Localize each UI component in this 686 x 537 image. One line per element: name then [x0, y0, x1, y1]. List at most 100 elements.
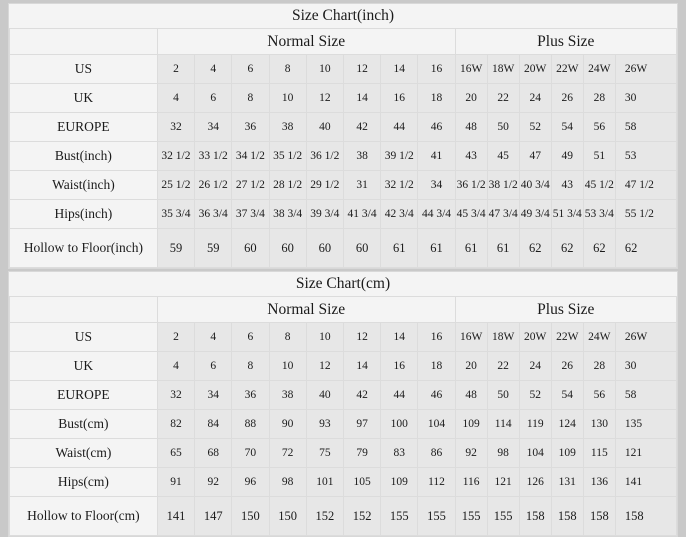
measurement-cell: 22 [486, 351, 520, 381]
measurement-cell: 34 [194, 380, 233, 410]
measurement-cell: 26W [614, 54, 678, 84]
measurement-cell: 96 [231, 467, 270, 497]
measurement-cell: 10 [268, 351, 307, 381]
chart-title: Size Chart(inch) [9, 4, 677, 29]
measurement-cell: 12 [342, 322, 382, 352]
table-row: Hollow to Floor(inch) 59 59 60 60 60 60 61 61 61 6… [9, 228, 678, 268]
measurement-cell: 36 1/2 [454, 170, 488, 200]
measurement-cell: 59 [194, 228, 233, 268]
row-label: Bust(inch) [9, 141, 158, 171]
measurement-cell: 46 [417, 112, 456, 142]
measurement-cell: 2 [156, 54, 196, 84]
measurement-cell: 20 [454, 351, 488, 381]
title-row: Size Chart(cm) [9, 272, 677, 297]
measurement-cell: 4 [194, 54, 233, 84]
row-label: UK [9, 83, 158, 113]
group-header-corner-cell [9, 28, 158, 55]
measurement-cell: 48 [454, 112, 488, 142]
measurement-cell: 30 [614, 351, 678, 381]
measurement-cell: 34 1/2 [231, 141, 270, 171]
measurement-cell: 101 [305, 467, 344, 497]
title-row: Size Chart(inch) [9, 4, 677, 29]
table-row: Hips(cm) 91 92 96 98 101 105 109 112 116 121 126 131… [9, 467, 678, 497]
measurement-cell: 12 [342, 54, 382, 84]
table-row: Bust(inch) 32 1/2 33 1/2 34 1/2 35 1/2 36 1/2… [9, 141, 678, 171]
measurement-cell: 14 [342, 83, 382, 113]
measurement-cell: 42 3/4 [380, 199, 419, 229]
measurement-cell: 84 [194, 409, 233, 439]
table-row: Waist(cm) 65 68 70 72 75 79 83 86 92 98 104 109 115 12… [9, 438, 678, 468]
measurement-cell: 10 [305, 54, 344, 84]
group-header-plus-size: Plus Size [454, 296, 678, 323]
size-chart-inch-block: Size Chart(inch) Normal Size Plus Size US 2… [8, 3, 678, 269]
group-header-row: Normal Size Plus Size [9, 296, 678, 323]
measurement-cell: 42 [342, 112, 382, 142]
row-label: Hips(cm) [9, 467, 158, 497]
row-label: Waist(cm) [9, 438, 158, 468]
measurement-cell: 130 [582, 409, 616, 439]
measurement-cell: 6 [194, 83, 233, 113]
measurement-cell: 38 [268, 112, 307, 142]
measurement-cell: 22W [550, 322, 584, 352]
measurement-cell: 52 [518, 380, 552, 410]
measurement-cell: 49 [550, 141, 584, 171]
measurement-cell: 100 [380, 409, 419, 439]
table-row: Waist(inch) 25 1/2 26 1/2 27 1/2 28 1/2 29 1/… [9, 170, 678, 200]
measurement-cell: 38 [268, 380, 307, 410]
measurement-cell: 44 [380, 380, 419, 410]
row-label: UK [9, 351, 158, 381]
measurement-cell: 92 [454, 438, 488, 468]
measurement-cell: 27 1/2 [231, 170, 270, 200]
measurement-cell: 32 1/2 [380, 170, 419, 200]
measurement-cell: 8 [268, 322, 307, 352]
measurement-cell: 26 [550, 351, 584, 381]
measurement-cell: 38 [342, 141, 382, 171]
measurement-cell: 155 [417, 496, 456, 536]
measurement-cell: 62 [518, 228, 552, 268]
measurement-cell: 24 [518, 351, 552, 381]
measurement-cell: 36 3/4 [194, 199, 233, 229]
size-table-cm: Size Chart(cm) Normal Size Plus Size US 2 4 6… [9, 272, 678, 536]
measurement-cell: 14 [342, 351, 382, 381]
measurement-cell: 12 [305, 351, 344, 381]
measurement-cell: 36 [231, 380, 270, 410]
measurement-cell: 32 1/2 [156, 141, 196, 171]
measurement-cell: 16W [454, 54, 488, 84]
measurement-cell: 6 [231, 54, 270, 84]
measurement-cell: 53 [614, 141, 678, 171]
measurement-cell: 86 [417, 438, 456, 468]
measurement-cell: 115 [582, 438, 616, 468]
measurement-cell: 62 [614, 228, 678, 268]
measurement-cell: 91 [156, 467, 196, 497]
measurement-cell: 61 [417, 228, 456, 268]
measurement-cell: 6 [194, 351, 233, 381]
measurement-cell: 36 1/2 [305, 141, 344, 171]
measurement-cell: 28 [582, 351, 616, 381]
measurement-cell: 32 [156, 380, 196, 410]
group-header-corner-cell [9, 296, 158, 323]
measurement-cell: 59 [156, 228, 196, 268]
row-label: US [9, 54, 158, 84]
measurement-cell: 112 [417, 467, 456, 497]
measurement-cell: 45 3/4 [454, 199, 488, 229]
measurement-cell: 135 [614, 409, 678, 439]
measurement-cell: 70 [231, 438, 270, 468]
measurement-cell: 38 3/4 [268, 199, 307, 229]
measurement-cell: 121 [486, 467, 520, 497]
table-row: Hips(inch) 35 3/4 36 3/4 37 3/4 38 3/4 39 3/4… [9, 199, 678, 229]
measurement-cell: 116 [454, 467, 488, 497]
measurement-cell: 114 [486, 409, 520, 439]
measurement-cell: 16 [380, 351, 419, 381]
measurement-cell: 18 [417, 351, 456, 381]
measurement-cell: 51 [582, 141, 616, 171]
table-row: UK 4 6 8 10 12 14 16 18 20 22 24 26 28 30 [9, 83, 678, 113]
measurement-cell: 60 [231, 228, 270, 268]
table-row: US 2 4 6 8 10 12 14 16 16W 18W 20W 22W 24W 26W [9, 54, 678, 84]
measurement-cell: 18W [486, 54, 520, 84]
measurement-cell: 50 [486, 380, 520, 410]
measurement-cell: 16 [380, 83, 419, 113]
measurement-cell: 109 [380, 467, 419, 497]
measurement-cell: 51 3/4 [550, 199, 584, 229]
measurement-cell: 109 [550, 438, 584, 468]
measurement-cell: 47 [518, 141, 552, 171]
